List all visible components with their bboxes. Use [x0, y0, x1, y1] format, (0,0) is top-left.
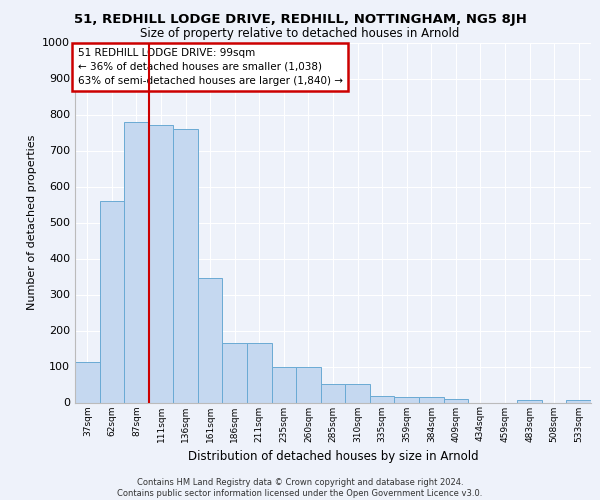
Bar: [223, 343, 247, 402]
Bar: [149, 126, 173, 402]
Text: 51 REDHILL LODGE DRIVE: 99sqm
← 36% of detached houses are smaller (1,038)
63% o: 51 REDHILL LODGE DRIVE: 99sqm ← 36% of d…: [77, 48, 343, 86]
Bar: [198, 278, 223, 402]
Text: Contains HM Land Registry data © Crown copyright and database right 2024.
Contai: Contains HM Land Registry data © Crown c…: [118, 478, 482, 498]
Bar: [394, 397, 419, 402]
Bar: [517, 400, 542, 402]
Text: Size of property relative to detached houses in Arnold: Size of property relative to detached ho…: [140, 28, 460, 40]
Y-axis label: Number of detached properties: Number of detached properties: [26, 135, 37, 310]
Bar: [247, 343, 272, 402]
Bar: [345, 384, 370, 402]
Bar: [443, 399, 468, 402]
Text: 51, REDHILL LODGE DRIVE, REDHILL, NOTTINGHAM, NG5 8JH: 51, REDHILL LODGE DRIVE, REDHILL, NOTTIN…: [74, 12, 526, 26]
Bar: [100, 201, 124, 402]
Bar: [296, 367, 321, 402]
Bar: [566, 400, 591, 402]
Bar: [272, 367, 296, 402]
Bar: [124, 122, 149, 402]
Bar: [173, 129, 198, 402]
Bar: [321, 384, 345, 402]
Bar: [419, 397, 443, 402]
X-axis label: Distribution of detached houses by size in Arnold: Distribution of detached houses by size …: [188, 450, 478, 463]
Bar: [75, 362, 100, 403]
Bar: [370, 396, 394, 402]
